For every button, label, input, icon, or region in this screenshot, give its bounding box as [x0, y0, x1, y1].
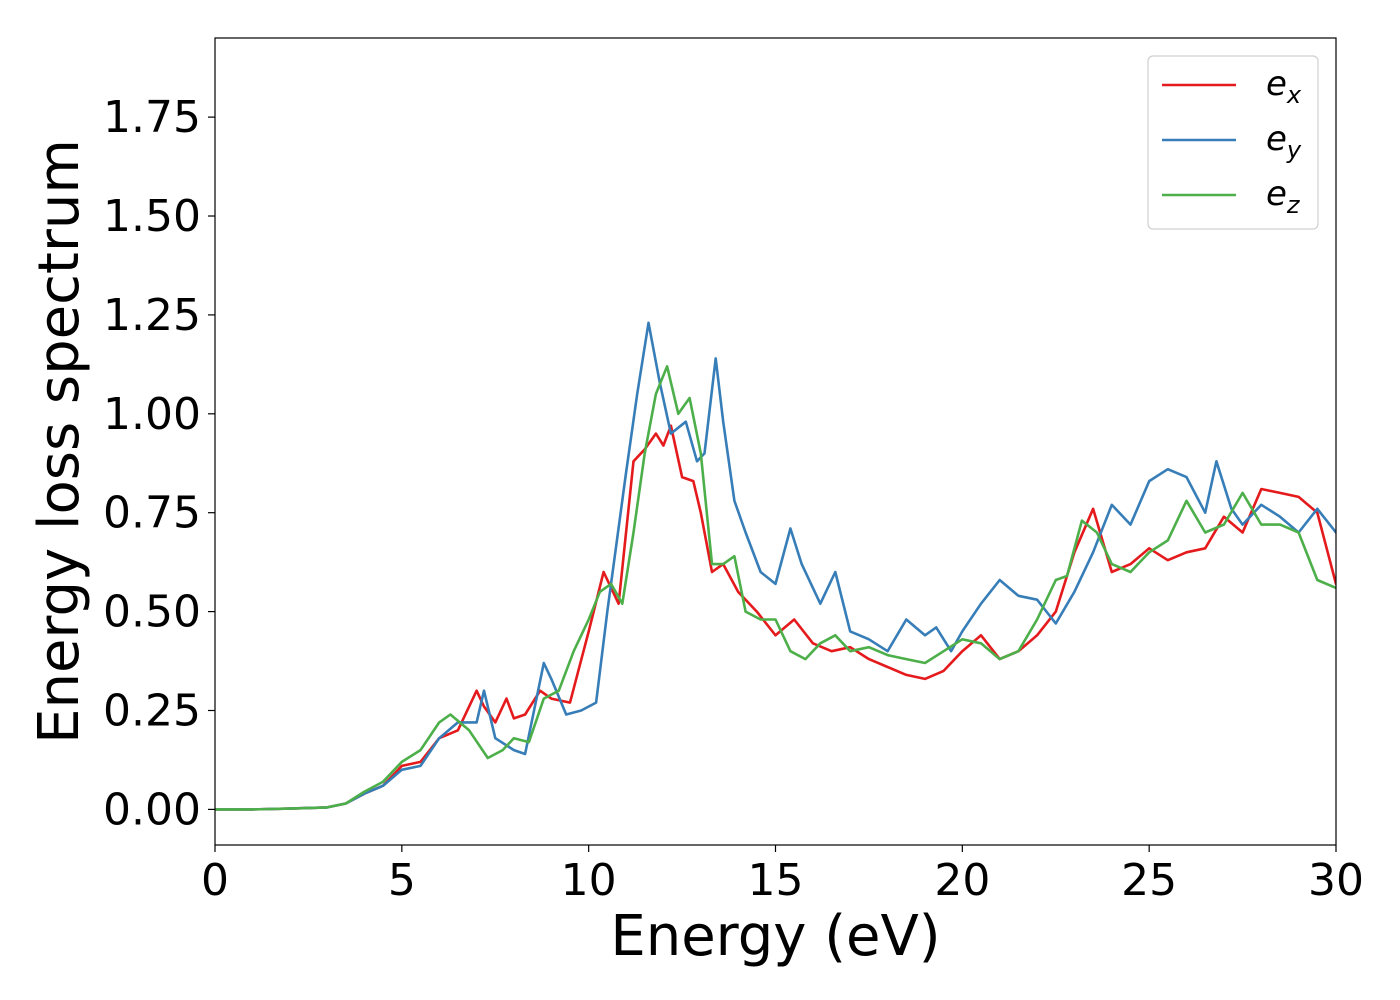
legend: ex ey ez — [1147, 55, 1319, 230]
x-tick-label: 5 — [388, 855, 416, 906]
x-tick-label: 15 — [748, 855, 804, 906]
y-tick-label: 1.00 — [103, 389, 201, 440]
y-tick-label: 0.25 — [103, 686, 201, 737]
y-tick-label: 1.75 — [103, 92, 201, 143]
y-tick-label: 1.50 — [103, 191, 201, 242]
x-axis: 0 5 10 15 20 25 30 — [201, 845, 1364, 906]
y-tick-label: 1.25 — [103, 290, 201, 341]
x-tick-label: 20 — [934, 855, 990, 906]
series-layer — [215, 321, 1336, 811]
x-tick-label: 25 — [1121, 855, 1177, 906]
y-axis-title: Energy loss spectrum — [27, 139, 92, 744]
series-line-z — [215, 365, 1336, 811]
series-line-y — [215, 321, 1336, 811]
x-tick-label: 30 — [1308, 855, 1364, 906]
x-tick-label: 10 — [561, 855, 617, 906]
x-axis-title: Energy (eV) — [610, 904, 940, 969]
y-axis: 0.00 0.25 0.50 0.75 1.00 1.25 1.50 1.75 — [103, 92, 215, 835]
x-tick-label: 0 — [201, 855, 229, 906]
legend-box — [1147, 55, 1319, 230]
legend-label-y: ey — [1266, 119, 1302, 164]
plot-area — [214, 37, 1337, 846]
legend-label-x: ex — [1266, 64, 1302, 109]
y-tick-label: 0.50 — [103, 587, 201, 638]
legend-label-z: ez — [1266, 174, 1301, 219]
y-tick-label: 0.75 — [103, 488, 201, 539]
y-tick-label: 0.00 — [103, 784, 201, 835]
